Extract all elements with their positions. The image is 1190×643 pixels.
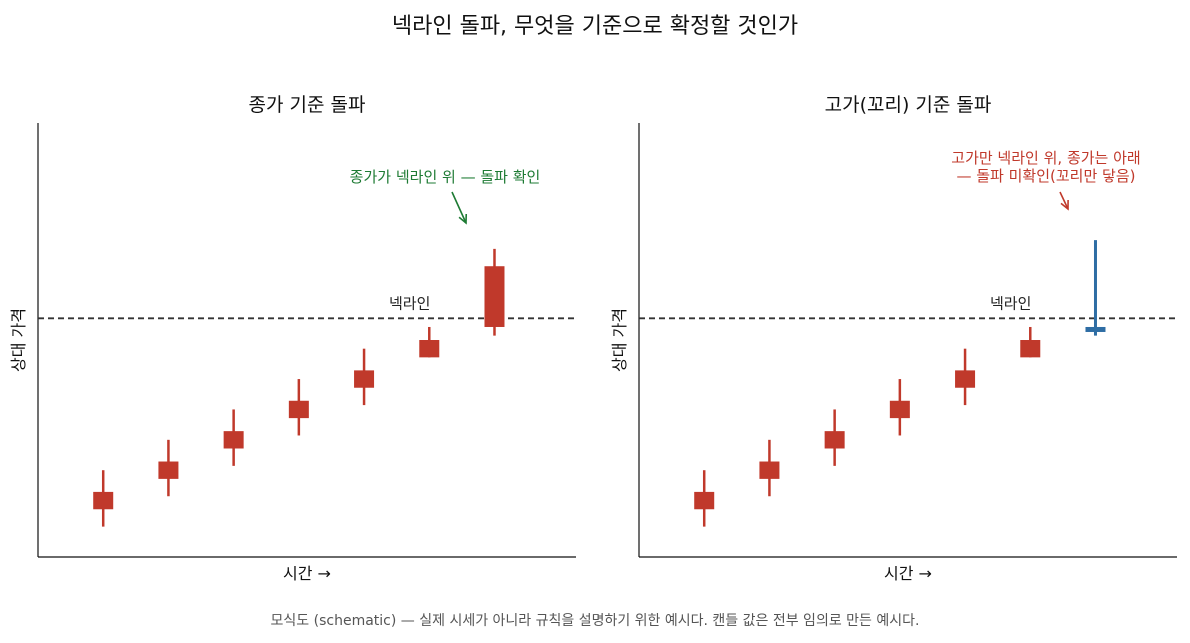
panel-1-candle-4-body (288, 400, 309, 419)
panel-1-x-label: 시간 → (283, 564, 331, 583)
panel-2-candle-2-body (759, 461, 780, 479)
panel-2-title: 고가(꼬리) 기준 돌파 (825, 94, 992, 116)
panel-2-annotation-line-2: — 돌파 미확인(꼬리만 닿음) (956, 167, 1135, 185)
panel-2-y-label: 상대 가격 (610, 308, 629, 372)
panel-2-x-label: 시간 → (884, 564, 932, 583)
panel-1-candle-3-body (223, 431, 244, 449)
panel-1-neckline-label: 넥라인 (389, 294, 430, 312)
panel-1-annotation-arrow (451, 191, 467, 224)
panel-1-y-label: 상대 가격 (9, 308, 28, 372)
panel-1-candle-7-body (484, 266, 505, 327)
panel-2-candle-4-body (889, 400, 910, 419)
panel-2-candle-7-body (1085, 326, 1106, 332)
panel-1-candle-2-body (158, 461, 179, 479)
panel-2-candle-6-body (1020, 340, 1041, 358)
panel-2-annotation-arrow (1059, 191, 1069, 210)
panel-1-candle-1-body (93, 491, 114, 510)
figure-title: 넥라인 돌파, 무엇을 기준으로 확정할 것인가 (391, 14, 799, 39)
panel-2-annotation-arrowhead (1060, 199, 1069, 211)
panel-1-candle-5-body (354, 370, 375, 388)
panel-2-neckline-label: 넥라인 (990, 294, 1031, 312)
panel-1-annotation-line-1: 종가가 넥라인 위 — 돌파 확인 (350, 168, 541, 186)
panel-1-title: 종가 기준 돌파 (249, 94, 366, 116)
panel-1-candle-6-body (419, 340, 440, 358)
panel-1-annotation-arrowhead (458, 213, 468, 225)
panel-2-annotation-line-1: 고가만 넥라인 위, 종가는 아래 (951, 149, 1140, 167)
footnote: 모식도 (schematic) — 실제 시세가 아니라 규칙을 설명하기 위한… (270, 613, 920, 629)
panel-2-candle-3-body (824, 431, 845, 449)
panel-2-candle-5-body (955, 370, 976, 388)
panel-2-candle-1-body (694, 491, 715, 510)
